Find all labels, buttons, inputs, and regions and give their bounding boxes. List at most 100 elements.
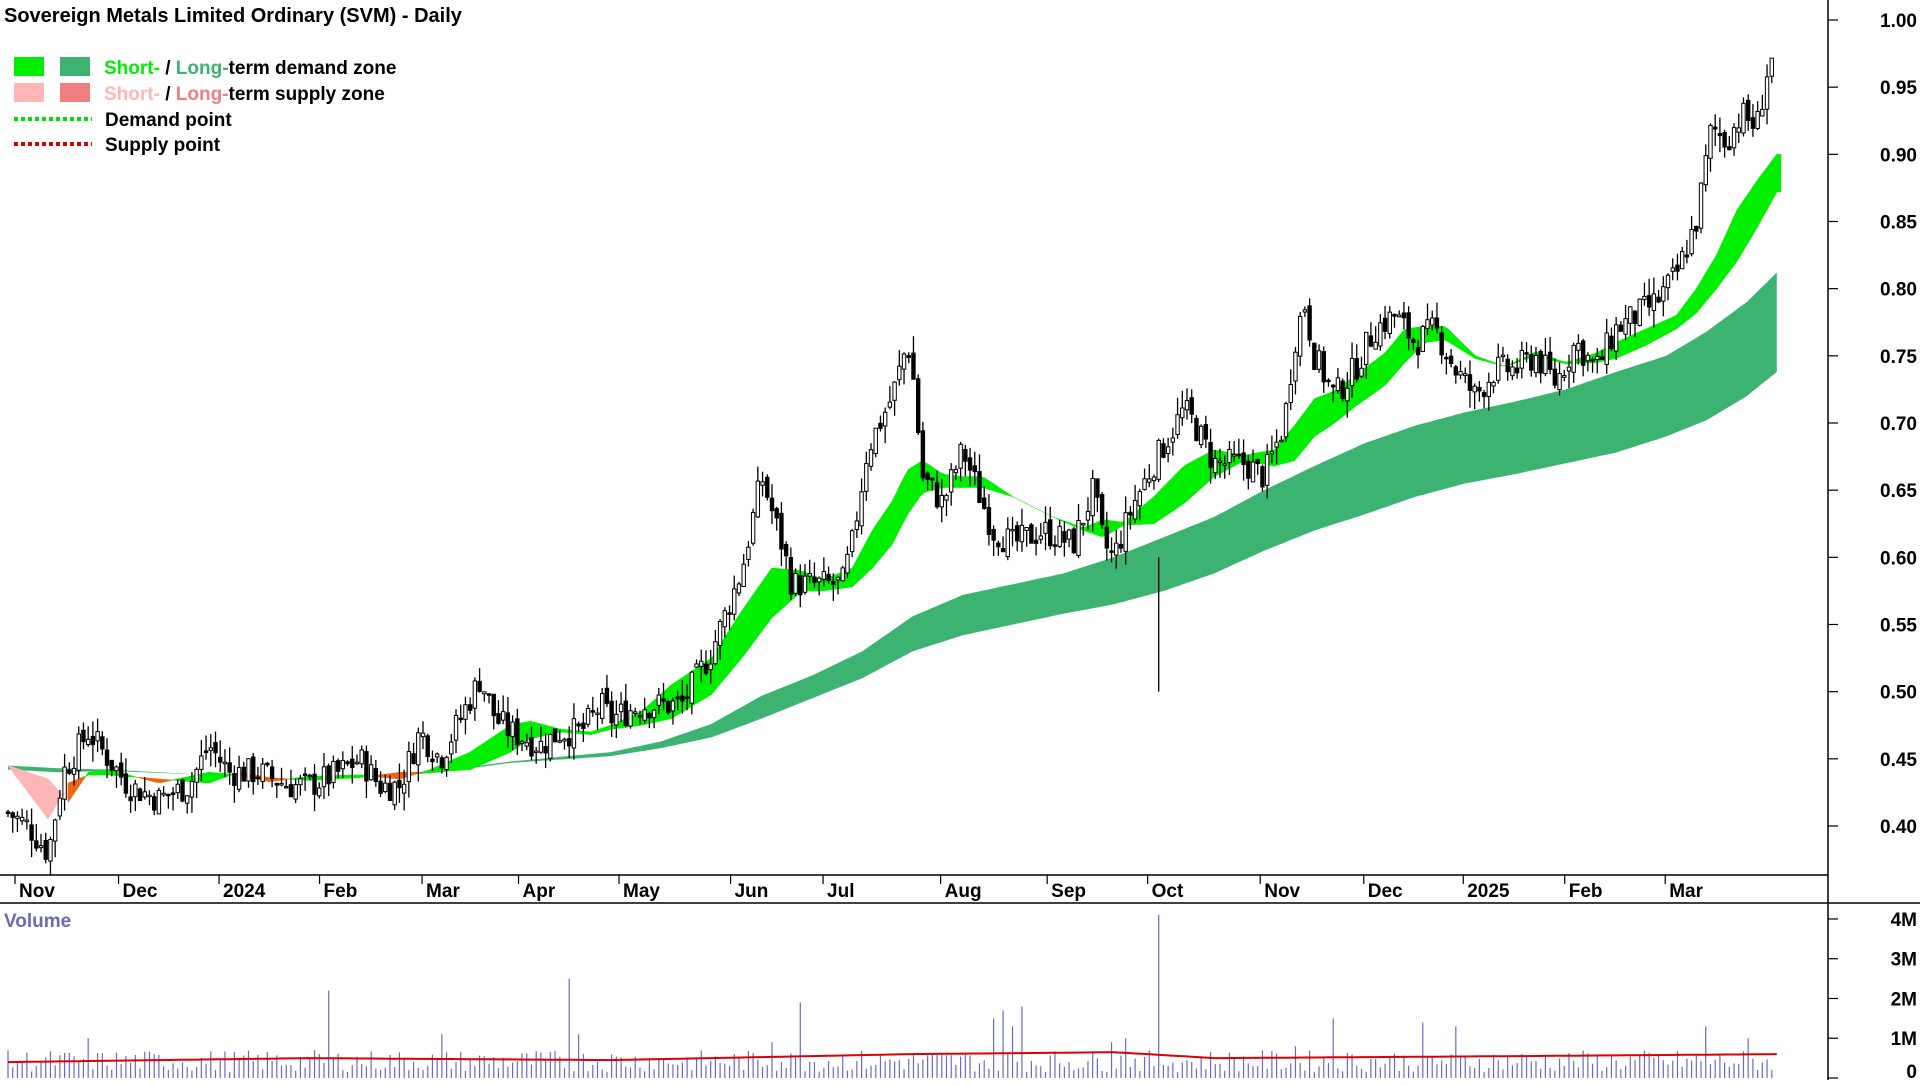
candle-body bbox=[1265, 455, 1268, 486]
candle-body bbox=[402, 784, 405, 793]
candle-body bbox=[209, 748, 212, 750]
short-term-zone-segment bbox=[587, 732, 591, 735]
candle-body bbox=[1124, 513, 1127, 552]
candle-body bbox=[473, 681, 476, 708]
short-term-zone-segment bbox=[1142, 504, 1146, 525]
candle-body bbox=[270, 767, 273, 779]
candle-body bbox=[568, 739, 571, 746]
candle-body bbox=[817, 578, 820, 582]
candle-body bbox=[1614, 325, 1617, 351]
legend-point-label: Supply point bbox=[105, 135, 221, 156]
candle-body bbox=[737, 584, 740, 593]
candle-body bbox=[549, 734, 552, 758]
candle-body bbox=[1270, 452, 1273, 454]
candle-body bbox=[313, 774, 316, 794]
short-term-zone-segment bbox=[217, 773, 221, 780]
candle-body bbox=[1053, 545, 1056, 547]
candle-body bbox=[846, 554, 849, 573]
short-term-zone-segment bbox=[1483, 359, 1487, 362]
candle-body bbox=[667, 701, 670, 712]
volume-tick-label: 1M bbox=[1891, 1029, 1917, 1050]
candle-body bbox=[162, 793, 165, 795]
short-term-zone-segment bbox=[80, 777, 84, 785]
candle-body bbox=[1166, 447, 1169, 454]
legend-short-swatch bbox=[14, 83, 44, 102]
short-term-zone-segment bbox=[784, 569, 788, 607]
short-term-zone-segment bbox=[1664, 319, 1668, 335]
candle-body bbox=[1025, 527, 1028, 530]
short-term-zone-segment bbox=[32, 774, 36, 804]
short-term-zone-segment bbox=[1721, 237, 1725, 283]
candle-body bbox=[478, 681, 481, 691]
candle-body bbox=[657, 695, 660, 705]
x-tick-label: Feb bbox=[1569, 881, 1603, 902]
candle-body bbox=[756, 481, 759, 517]
candle-body bbox=[1699, 183, 1702, 228]
short-term-zone-segment bbox=[84, 772, 88, 778]
candle-body bbox=[1261, 467, 1264, 487]
candle-body bbox=[921, 431, 924, 478]
candle-body bbox=[1280, 440, 1283, 442]
y-tick-label: 0.40 bbox=[1880, 817, 1917, 838]
short-term-zone-segment bbox=[169, 780, 173, 781]
candle-body bbox=[1119, 544, 1122, 548]
candle-body bbox=[426, 736, 429, 757]
short-term-zone-segment bbox=[1688, 294, 1692, 319]
candle-body bbox=[520, 742, 523, 744]
short-term-zone-segment bbox=[1455, 336, 1459, 348]
candle-body bbox=[1629, 307, 1632, 324]
candle-body bbox=[1680, 252, 1683, 269]
candle-body bbox=[1237, 454, 1240, 456]
short-term-zone-segment bbox=[490, 736, 494, 761]
candle-body bbox=[1383, 318, 1386, 331]
candle-body bbox=[511, 722, 514, 736]
short-term-zone-segment bbox=[913, 464, 917, 507]
short-term-zone-segment bbox=[772, 568, 776, 618]
short-term-zone-segment bbox=[474, 747, 478, 768]
candle-body bbox=[1369, 336, 1372, 346]
short-term-zone-segment bbox=[1403, 329, 1407, 365]
candle-body bbox=[1765, 77, 1768, 109]
candle-body bbox=[1020, 525, 1023, 541]
candle-body bbox=[157, 790, 160, 813]
candle-body bbox=[1204, 425, 1207, 440]
short-term-zone-segment bbox=[780, 569, 784, 611]
candle-body bbox=[1284, 404, 1287, 437]
y-tick-label: 0.50 bbox=[1880, 683, 1917, 704]
candle-body bbox=[322, 767, 325, 787]
candle-body bbox=[497, 714, 500, 724]
candle-body bbox=[1044, 522, 1047, 533]
candle-body bbox=[1228, 449, 1231, 462]
candle-body bbox=[1077, 520, 1080, 555]
candle-body bbox=[893, 382, 896, 400]
candle-body bbox=[483, 692, 486, 694]
candle-body bbox=[407, 752, 410, 782]
short-term-zone-segment bbox=[595, 729, 599, 733]
candle-body bbox=[968, 458, 971, 470]
candle-body bbox=[1096, 479, 1099, 497]
short-term-zone-segment bbox=[422, 771, 426, 773]
x-tick-label: Apr bbox=[523, 881, 556, 902]
short-term-zone-segment bbox=[394, 773, 398, 779]
short-term-zone-segment bbox=[1001, 489, 1005, 495]
x-tick-label: Oct bbox=[1152, 881, 1184, 902]
short-term-zone-segment bbox=[1311, 399, 1315, 442]
candle-body bbox=[605, 688, 608, 703]
candle-body bbox=[1001, 549, 1004, 552]
short-term-zone-segment bbox=[1170, 476, 1174, 513]
candle-body bbox=[374, 768, 377, 781]
candle-body bbox=[369, 765, 372, 780]
chart-title: Sovereign Metals Limited Ordinary (SVM) … bbox=[4, 5, 463, 27]
candle-body bbox=[1214, 458, 1217, 472]
candle-body bbox=[1534, 355, 1537, 372]
short-term-zone-segment bbox=[44, 778, 48, 820]
short-term-zone-segment bbox=[101, 770, 105, 775]
candle-body bbox=[468, 705, 471, 711]
candle-body bbox=[1379, 323, 1382, 346]
candle-body bbox=[86, 739, 89, 744]
candle-body bbox=[72, 768, 75, 774]
candle-body bbox=[204, 751, 207, 753]
candle-body bbox=[940, 495, 943, 506]
candle-body bbox=[1091, 478, 1094, 515]
